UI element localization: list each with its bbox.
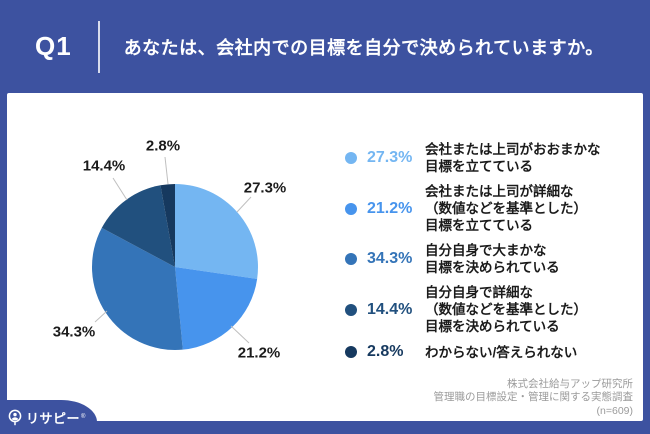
legend-dot-icon	[345, 303, 357, 316]
question-text: あなたは、会社内での目標を自分で決められていますか。	[123, 37, 604, 58]
leader-line-5	[164, 156, 169, 185]
magnifier-person-icon	[8, 409, 22, 426]
legend-dot-icon	[345, 346, 357, 358]
pie-value-label-4: 14.4%	[82, 157, 126, 175]
logo-text: リサピー	[26, 410, 81, 426]
pie-slice-1	[175, 184, 258, 279]
legend-label: 自分自身で大まかな 目標を決められている	[425, 243, 560, 275]
legend-item-2: 21.2% 会社または上司が詳細な （数値などを基準とした） 目標を立てている	[345, 183, 601, 234]
legend: 27.3% 会社または上司がおおまかな 目標を立てている 21.2% 会社または…	[345, 141, 601, 361]
legend-dot-icon	[345, 253, 357, 265]
pie-slice-5	[160, 184, 175, 267]
source-sample-size: (n=609)	[596, 404, 633, 417]
legend-dot-icon	[345, 202, 357, 215]
leader-line-1	[236, 196, 252, 213]
legend-dot-icon	[345, 152, 357, 164]
legend-label: 会社または上司が詳細な （数値などを基準とした） 目標を立てている	[425, 184, 587, 233]
leader-line-4	[112, 177, 128, 201]
leader-line-2	[230, 325, 250, 344]
leader-lines	[94, 156, 252, 344]
pie-chart: 27.3% 21.2% 34.3% 14.4% 2.8%	[7, 93, 347, 421]
pie-value-label-1: 27.3%	[243, 179, 287, 197]
pie-slice-3	[92, 227, 183, 350]
source-attribution: 株式会社給与アップ研究所 管理職の目標設定・管理に関する実態調査 (n=609)	[434, 378, 634, 419]
content-panel: 27.3% 21.2% 34.3% 14.4% 2.8% 27.3% 会社または…	[7, 93, 643, 421]
legend-item-5: 2.8% わからない/答えられない	[345, 343, 601, 361]
legend-item-3: 34.3% 自分自身で大まかな 目標を決められている	[345, 242, 601, 276]
legend-percent: 2.8%	[367, 343, 404, 360]
pie-value-label-3: 34.3%	[52, 323, 96, 341]
legend-label: わからない/答えられない	[425, 344, 578, 360]
risapy-logo-badge: リサピー ®	[0, 400, 97, 434]
question-header: Q1 あなたは、会社内での目標を自分で決められていますか。	[0, 0, 650, 93]
legend-percent: 21.2%	[367, 199, 413, 217]
pie-slice-2	[175, 267, 258, 350]
legend-percent: 14.4%	[367, 300, 413, 318]
pie-slices	[92, 184, 258, 350]
pie-slice-4	[101, 185, 175, 267]
header-divider	[97, 20, 100, 73]
pie-value-label-5: 2.8%	[145, 137, 181, 155]
leader-line-3	[94, 310, 108, 323]
registered-mark: ®	[81, 414, 86, 420]
legend-percent: 27.3%	[367, 149, 413, 166]
legend-item-4: 14.4% 自分自身で詳細な （数値などを基準とした） 目標を決められている	[345, 284, 601, 335]
source-company: 株式会社給与アップ研究所	[507, 377, 633, 390]
legend-label: 自分自身で詳細な （数値などを基準とした） 目標を決められている	[425, 285, 587, 334]
legend-percent: 34.3%	[367, 250, 413, 267]
pie-svg	[92, 156, 258, 350]
pie-value-label-2: 21.2%	[237, 344, 281, 362]
question-number: Q1	[35, 31, 72, 61]
legend-label: 会社または上司がおおまかな 目標を立てている	[425, 142, 601, 174]
source-survey: 管理職の目標設定・管理に関する実態調査	[433, 391, 634, 403]
legend-item-1: 27.3% 会社または上司がおおまかな 目標を立てている	[345, 141, 601, 175]
